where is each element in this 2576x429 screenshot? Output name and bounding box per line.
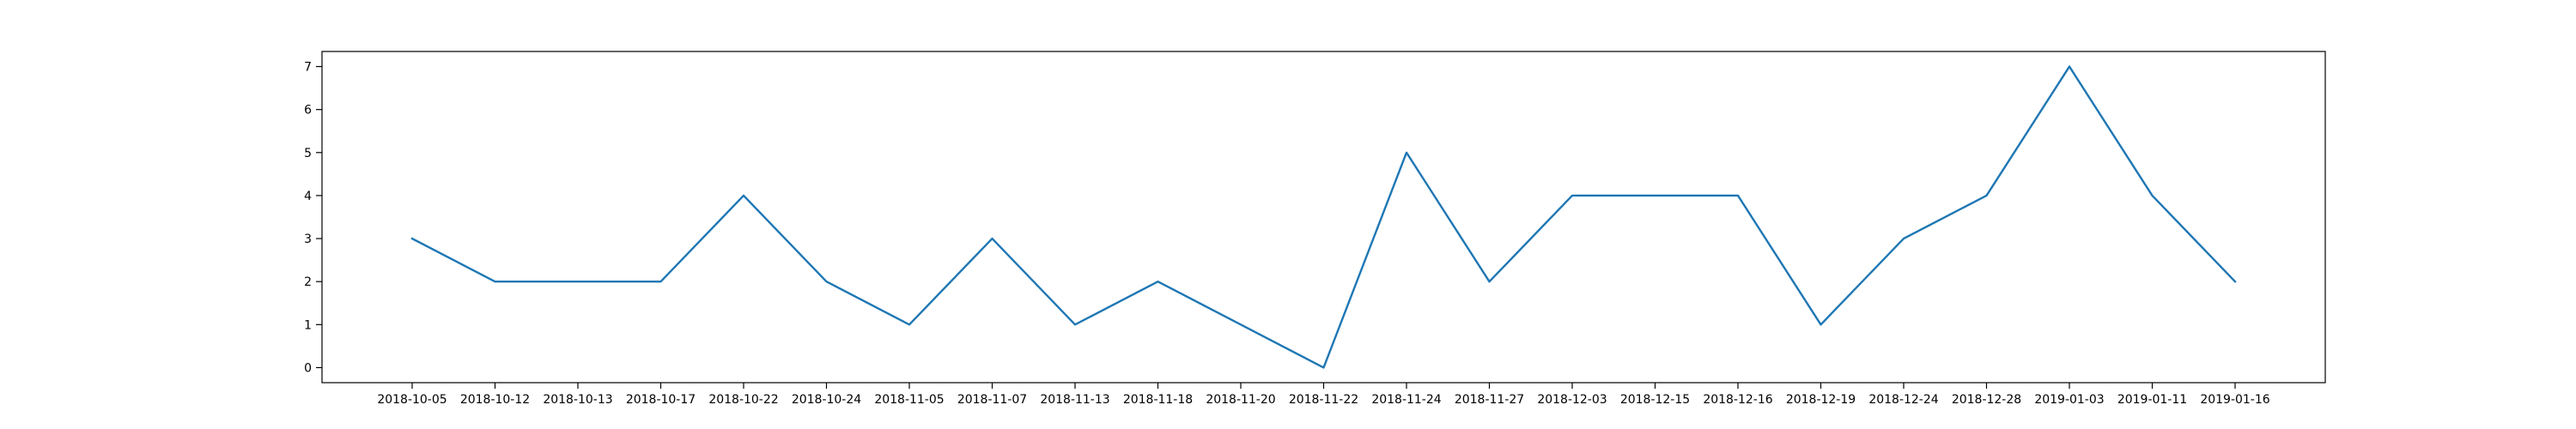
x-tick-label: 2018-10-24 [792,393,861,407]
y-tick-label: 6 [304,104,312,118]
x-tick-label: 2018-11-22 [1289,393,1358,407]
y-tick-label: 1 [304,318,312,332]
y-axis: 0 1 2 3 4 5 6 7 [304,61,322,375]
x-tick-label: 2018-10-22 [708,393,778,407]
x-tick-label: 2018-10-05 [377,393,447,407]
x-tick-label: 2018-11-07 [957,393,1027,407]
x-tick-label: 2018-12-24 [1868,393,1938,407]
x-tick-label: 2018-11-20 [1206,393,1275,407]
x-tick-label: 2018-12-03 [1537,393,1607,407]
x-axis: 2018-10-05 2018-10-12 2018-10-13 2018-10-17… [377,383,2270,407]
y-tick-label: 2 [304,275,312,289]
y-tick-label: 0 [304,361,312,375]
y-tick-label: 3 [304,233,312,246]
x-tick-label: 2018-12-28 [1952,393,2021,407]
x-tick-label: 2019-01-11 [2117,393,2187,407]
x-tick-label: 2018-11-13 [1040,393,1109,407]
series-line-0 [410,65,2237,369]
series-layer [410,65,2237,369]
x-tick-label: 2018-11-05 [874,393,944,407]
x-tick-label: 2018-12-16 [1703,393,1772,407]
x-tick-label: 2018-11-27 [1455,393,1524,407]
x-tick-label: 2018-11-18 [1123,393,1193,407]
plot-area [321,51,2326,384]
x-tick-label: 2018-11-24 [1371,393,1441,407]
y-tick-label: 5 [304,147,312,160]
plot-frame [321,51,2326,384]
x-tick-label: 2019-01-03 [2034,393,2104,407]
x-tick-label: 2018-12-19 [1786,393,1856,407]
y-tick-label: 7 [304,61,312,75]
x-tick-label: 2018-10-17 [626,393,696,407]
x-tick-label: 2019-01-16 [2200,393,2269,407]
y-tick-label: 4 [304,190,312,203]
x-tick-label: 2018-12-15 [1620,393,1690,407]
x-tick-label: 2018-10-13 [543,393,612,407]
x-tick-label: 2018-10-12 [460,393,530,407]
